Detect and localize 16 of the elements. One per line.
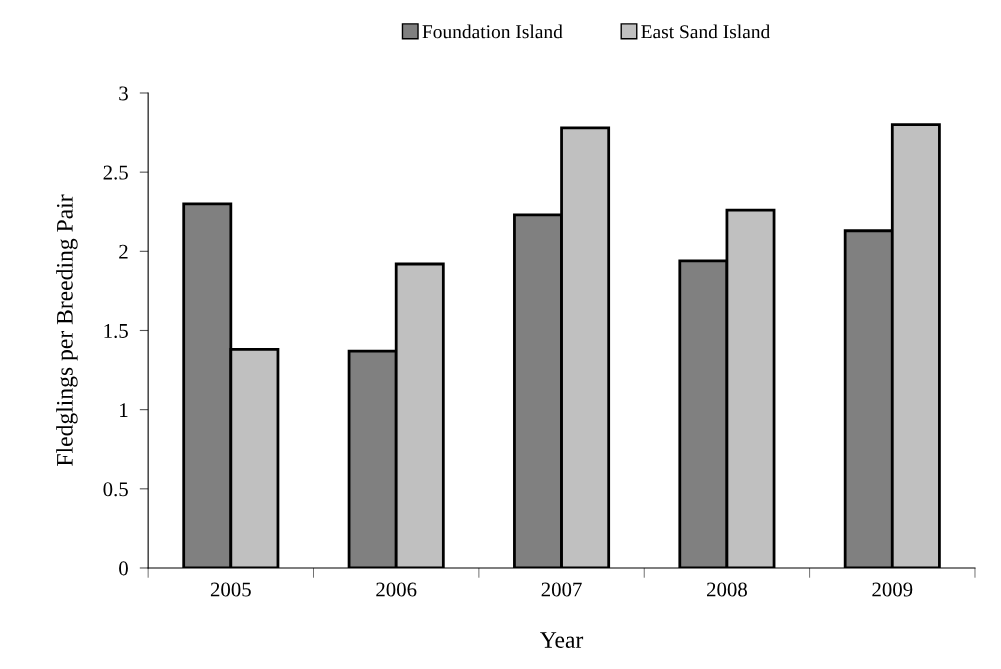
legend-label: East Sand Island [641, 24, 771, 39]
y-tick-label: 0.5 [103, 482, 128, 497]
y-tick-label: 0 [119, 561, 128, 576]
x-tick-label: 2006 [376, 582, 417, 597]
x-tick-label: 2008 [707, 582, 747, 597]
y-tick-label: 2.5 [103, 165, 128, 180]
x-axis-title: Year [540, 632, 584, 648]
x-tick-label: 2009 [872, 582, 913, 597]
x-tick-label: 2007 [541, 582, 582, 597]
y-tick-label: 2 [119, 244, 128, 259]
legend-label: Foundation Island [422, 24, 563, 39]
y-tick-label: 1.5 [104, 323, 128, 339]
y-tick-label: 1 [120, 403, 128, 417]
x-tick-label: 2005 [210, 582, 251, 597]
y-tick-label: 3 [119, 86, 128, 101]
y-axis-title: Fledglings per Breeding Pair [56, 194, 78, 466]
